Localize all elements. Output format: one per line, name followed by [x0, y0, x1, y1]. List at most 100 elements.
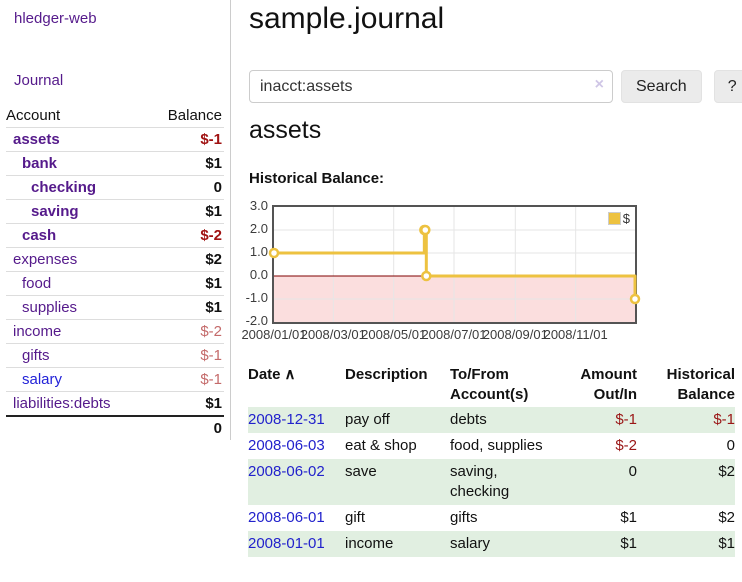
register-header-date[interactable]: Date ∧ — [248, 366, 296, 383]
transaction-row: 2008-06-03 eat & shop food, supplies $-2 0 — [248, 433, 735, 459]
x-tick-label: 2008/01/01 — [241, 327, 307, 342]
x-tick-label: 2008/05/01 — [361, 327, 427, 342]
account-row: cash $-2 — [6, 223, 224, 248]
transaction-description: pay off — [345, 411, 390, 428]
search-input-wrap: × — [249, 70, 613, 103]
account-row: bank $1 — [6, 151, 224, 176]
transaction-accounts: salary — [450, 535, 491, 552]
account-link-saving[interactable]: saving — [31, 203, 79, 220]
register-header-to-from-account-s-: To/From Account(s) — [450, 366, 529, 403]
account-row: supplies $1 — [6, 295, 224, 320]
transaction-balance: $1 — [718, 535, 735, 552]
account-balance: $-2 — [200, 323, 222, 340]
account-link-food[interactable]: food — [22, 275, 52, 292]
account-balance: 0 — [213, 179, 222, 196]
account-link-salary[interactable]: salary — [22, 371, 63, 388]
account-link-checking[interactable]: checking — [31, 179, 97, 196]
register-header-description: Description — [345, 366, 428, 383]
transaction-row: 2008-06-01 gift gifts $1 $2 — [248, 505, 735, 531]
search-button[interactable]: Search — [621, 70, 702, 103]
transaction-accounts: food, supplies — [450, 437, 543, 454]
transaction-accounts: debts — [450, 411, 487, 428]
page-title: sample.journal — [249, 2, 445, 35]
transaction-row: 2008-01-01 income salary $1 $1 — [248, 531, 735, 557]
sidebar: hledger-web Journal Account Balance asse… — [0, 0, 231, 440]
transaction-accounts: gifts — [450, 509, 478, 526]
transaction-description: eat & shop — [345, 437, 417, 454]
account-balance: $-1 — [200, 131, 222, 148]
register-header-amount-out-in: Amount Out/In — [580, 366, 637, 403]
account-heading: assets — [249, 116, 322, 144]
transaction-date-link[interactable]: 2008-06-02 — [248, 463, 325, 480]
x-tick-label: 2008/11/01 — [543, 327, 608, 342]
register-header-row: Date ∧ Description To/From Account(s) Amount… — [248, 363, 735, 407]
brand-link[interactable]: hledger-web — [14, 10, 97, 27]
search-input[interactable] — [249, 70, 613, 103]
search-bar: × Search ? — [249, 70, 742, 103]
transaction-row: 2008-06-02 save saving, checking 0 $2 — [248, 459, 735, 505]
account-row: liabilities:debts $1 — [6, 391, 224, 417]
account-link-bank[interactable]: bank — [22, 155, 58, 172]
transaction-date-link[interactable]: 2008-01-01 — [248, 535, 325, 552]
x-tick-label: 2008/09/01 — [482, 327, 548, 342]
account-row: assets $-1 — [6, 127, 224, 152]
register-header-historical-balance: Historical Balance — [666, 366, 735, 403]
chart-legend: $ — [607, 211, 630, 226]
legend-swatch-icon — [607, 212, 621, 225]
account-row: saving $1 — [6, 199, 224, 224]
sort-asc-icon: ∧ — [284, 366, 296, 383]
transaction-description: gift — [345, 509, 366, 526]
account-balance: $1 — [205, 395, 222, 412]
transaction-balance: $2 — [718, 509, 735, 526]
accounts-header-balance: Balance — [167, 107, 222, 124]
account-balance: $1 — [205, 203, 222, 220]
account-balance: $-1 — [200, 371, 222, 388]
account-balance: $1 — [205, 155, 222, 172]
y-tick-label: 0.0 — [249, 267, 268, 282]
transaction-amount: $1 — [620, 535, 637, 552]
register-table-body: 2008-12-31 pay off debts $-1 $-1 2008-06-03 ea… — [248, 407, 735, 557]
transaction-balance: $2 — [718, 463, 735, 480]
account-row: checking 0 — [6, 175, 224, 200]
account-row: expenses $2 — [6, 247, 224, 272]
account-balance: $2 — [205, 251, 222, 268]
transaction-amount: 0 — [628, 463, 637, 480]
account-link-assets[interactable]: assets — [13, 131, 60, 148]
help-button[interactable]: ? — [713, 70, 742, 103]
sidebar-item-journal[interactable]: Journal — [14, 72, 64, 89]
account-balance: $-1 — [200, 347, 222, 364]
y-tick-label: -1.0 — [245, 290, 268, 305]
transaction-accounts: saving, checking — [450, 463, 510, 500]
y-tick-label: -2.0 — [245, 313, 268, 328]
account-link-liabilities-debts[interactable]: liabilities:debts — [13, 395, 111, 412]
account-balance: $1 — [205, 299, 222, 316]
transaction-date-link[interactable]: 2008-06-03 — [248, 437, 325, 454]
accounts-total-spacer — [6, 415, 148, 440]
transaction-amount: $-1 — [615, 411, 637, 428]
y-tick-label: 3.0 — [249, 198, 268, 213]
clear-search-icon[interactable]: × — [594, 76, 604, 93]
account-balance: $1 — [205, 275, 222, 292]
account-balance: $-2 — [200, 227, 222, 244]
accounts-total-value: 0 — [147, 415, 224, 440]
transaction-balance: 0 — [726, 437, 735, 454]
account-link-expenses[interactable]: expenses — [13, 251, 78, 268]
balance-chart-canvas — [268, 207, 641, 322]
account-row: salary $-1 — [6, 367, 224, 392]
x-tick-label: 2008/07/01 — [421, 327, 487, 342]
account-row: food $1 — [6, 271, 224, 296]
x-tick-label: 2008/03/01 — [300, 327, 366, 342]
account-row: income $-2 — [6, 319, 224, 344]
account-link-supplies[interactable]: supplies — [22, 299, 78, 316]
transaction-amount: $1 — [620, 509, 637, 526]
accounts-header-account: Account — [6, 107, 61, 124]
account-link-cash[interactable]: cash — [22, 227, 57, 244]
transaction-date-link[interactable]: 2008-12-31 — [248, 411, 325, 428]
account-link-income[interactable]: income — [13, 323, 62, 340]
accounts-table: Account Balance assets $-1 bank $1 checking 0… — [6, 104, 224, 440]
transaction-date-link[interactable]: 2008-06-01 — [248, 509, 325, 526]
transaction-amount: $-2 — [615, 437, 637, 454]
chart-title: Historical Balance: — [249, 170, 385, 187]
account-link-gifts[interactable]: gifts — [22, 347, 50, 364]
